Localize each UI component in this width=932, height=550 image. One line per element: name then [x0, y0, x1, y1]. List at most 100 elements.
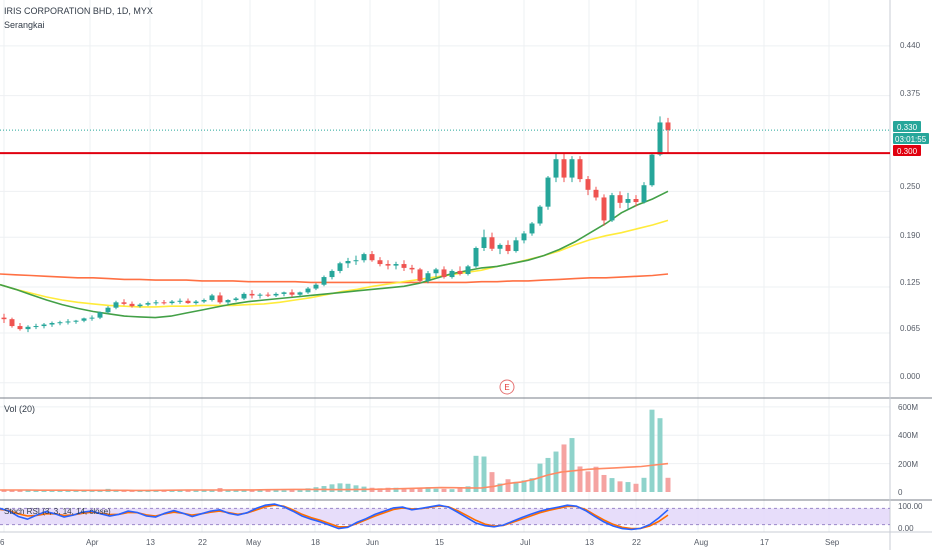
candle-body — [337, 263, 343, 271]
volume-bar — [657, 418, 663, 492]
candle-body — [625, 199, 631, 203]
volume-bar — [489, 472, 495, 492]
stoch-d-line — [0, 504, 669, 530]
time-tick: 22 — [632, 538, 641, 547]
volume-panel-label: Vol (20) — [4, 404, 35, 414]
volume-bar — [505, 479, 511, 492]
volume-bar — [617, 481, 623, 492]
volume-bar — [89, 490, 95, 492]
earnings-marker-label: E — [504, 383, 509, 392]
volume-bar — [513, 481, 519, 492]
candle-body — [641, 185, 647, 203]
price-tick: 0.000 — [900, 372, 921, 381]
candle-body — [273, 293, 279, 296]
volume-bar — [193, 490, 199, 492]
candle-body — [121, 302, 127, 304]
candle-body — [417, 269, 423, 281]
candle-body — [89, 317, 95, 319]
volume-bar — [457, 488, 463, 492]
candle-body — [57, 322, 63, 324]
time-tick: Jul — [520, 538, 530, 547]
moving-averages — [0, 190, 669, 319]
price-tick: 0.440 — [900, 41, 921, 50]
time-axis[interactable]: 6 Apr 13 22 May 18 Jun 15 Jul 13 22 Aug … — [0, 538, 840, 547]
volume-bar — [225, 489, 231, 492]
candle-body — [537, 206, 543, 224]
volume-bar — [257, 490, 263, 492]
candle-body — [297, 292, 303, 295]
time-tick: 13 — [585, 538, 594, 547]
price-axis[interactable]: 0.440 0.375 0.250 0.190 0.125 0.065 0.00… — [900, 41, 921, 381]
volume-tick: 0 — [898, 488, 903, 497]
candle-body — [9, 319, 15, 327]
volume-bar — [601, 474, 607, 492]
candle-body — [545, 177, 551, 207]
candle-body — [481, 237, 487, 248]
volume-bar — [129, 490, 135, 492]
volume-bar — [25, 490, 31, 492]
candle-body — [113, 302, 119, 308]
time-tick: Aug — [694, 538, 708, 547]
stoch-rsi-lines — [0, 503, 890, 531]
volume-bar — [57, 490, 63, 492]
candle-body — [137, 304, 143, 307]
volume-bar — [385, 487, 391, 492]
time-tick: 18 — [311, 538, 320, 547]
time-tick: Apr — [86, 538, 99, 547]
candlesticks — [1, 116, 671, 333]
volume-bar — [185, 490, 191, 492]
time-tick: 22 — [198, 538, 207, 547]
volume-bar — [73, 490, 79, 492]
volume-bar — [561, 444, 567, 492]
stoch-tick: 100.00 — [898, 502, 923, 511]
candle-body — [433, 269, 439, 274]
volume-bar — [49, 490, 55, 492]
ma-slow-line — [0, 273, 669, 284]
volume-ma — [0, 462, 669, 492]
volume-bar — [169, 490, 175, 492]
volume-bar — [401, 488, 407, 492]
candle-body — [201, 300, 207, 302]
volume-bar — [137, 490, 143, 492]
volume-bars — [1, 409, 671, 492]
candle-body — [65, 321, 71, 323]
candle-body — [217, 295, 223, 303]
candle-body — [161, 302, 167, 304]
candle-body — [449, 270, 455, 278]
resistance-value: 0.300 — [897, 147, 918, 156]
candle-body — [657, 122, 663, 155]
volume-tick: 200M — [898, 460, 918, 469]
earnings-marker[interactable]: E — [499, 379, 515, 395]
volume-bar — [337, 483, 343, 492]
volume-axis: 600M 400M 200M 0 — [898, 403, 918, 497]
candle-body — [601, 197, 607, 221]
candle-body — [153, 302, 159, 304]
candle-body — [521, 233, 527, 241]
volume-bar — [209, 490, 215, 492]
candle-body — [289, 292, 295, 295]
candle-body — [257, 294, 263, 296]
volume-bar — [641, 477, 647, 492]
volume-bar — [145, 490, 151, 492]
candle-body — [249, 293, 255, 296]
candle-body — [513, 240, 519, 252]
volume-bar — [241, 489, 247, 492]
volume-bar — [449, 489, 455, 492]
ma-fast-line — [0, 190, 669, 319]
stoch-axis: 100.00 0.00 — [898, 502, 923, 533]
symbol-title: IRIS CORPORATION BHD, 1D, MYX — [4, 6, 153, 16]
volume-bar — [81, 490, 87, 492]
candle-body — [281, 292, 287, 294]
volume-bar — [585, 471, 591, 492]
volume-bar — [497, 483, 503, 492]
candle-body — [33, 326, 39, 328]
volume-bar — [649, 409, 655, 492]
volume-bar — [41, 490, 47, 492]
volume-bar — [297, 490, 303, 492]
candle-body — [185, 300, 191, 304]
candle-body — [193, 301, 199, 304]
volume-bar — [609, 478, 615, 492]
volume-bar — [33, 490, 39, 492]
